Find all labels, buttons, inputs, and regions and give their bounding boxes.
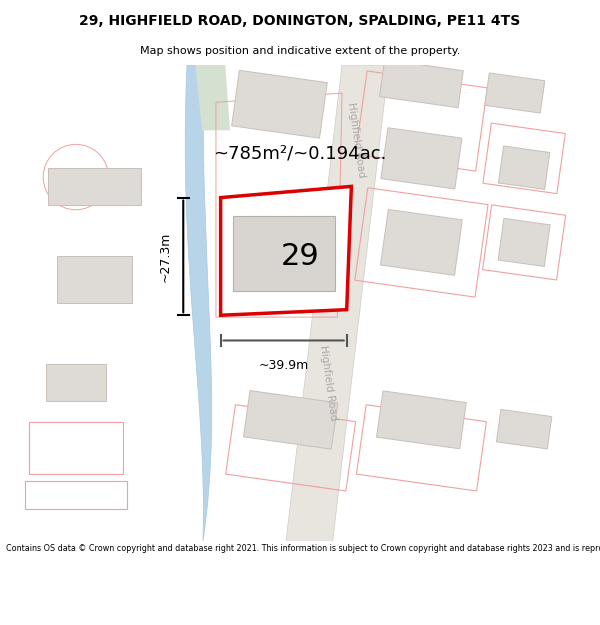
Polygon shape [485, 73, 545, 113]
Polygon shape [48, 168, 141, 205]
Polygon shape [377, 391, 466, 449]
Text: 29, HIGHFIELD ROAD, DONINGTON, SPALDING, PE11 4TS: 29, HIGHFIELD ROAD, DONINGTON, SPALDING,… [79, 14, 521, 28]
Text: ~27.3m: ~27.3m [159, 231, 172, 282]
Polygon shape [498, 218, 550, 266]
PathPatch shape [185, 65, 212, 541]
Text: Highfield Road: Highfield Road [318, 344, 338, 421]
Polygon shape [232, 70, 327, 138]
Polygon shape [233, 216, 335, 291]
Polygon shape [496, 409, 552, 449]
Text: Highfield Road: Highfield Road [346, 101, 366, 178]
Polygon shape [221, 186, 352, 315]
Polygon shape [286, 65, 389, 541]
Polygon shape [379, 59, 463, 108]
Text: 29: 29 [281, 242, 319, 271]
Text: Contains OS data © Crown copyright and database right 2021. This information is : Contains OS data © Crown copyright and d… [6, 544, 600, 552]
Text: ~39.9m: ~39.9m [259, 359, 309, 372]
Polygon shape [499, 146, 550, 189]
Polygon shape [46, 364, 106, 401]
Polygon shape [244, 391, 338, 449]
Polygon shape [380, 209, 462, 276]
Polygon shape [381, 127, 462, 189]
Text: Map shows position and indicative extent of the property.: Map shows position and indicative extent… [140, 46, 460, 56]
Polygon shape [196, 65, 230, 131]
Text: ~785m²/~0.194ac.: ~785m²/~0.194ac. [214, 145, 386, 162]
Polygon shape [57, 256, 132, 303]
